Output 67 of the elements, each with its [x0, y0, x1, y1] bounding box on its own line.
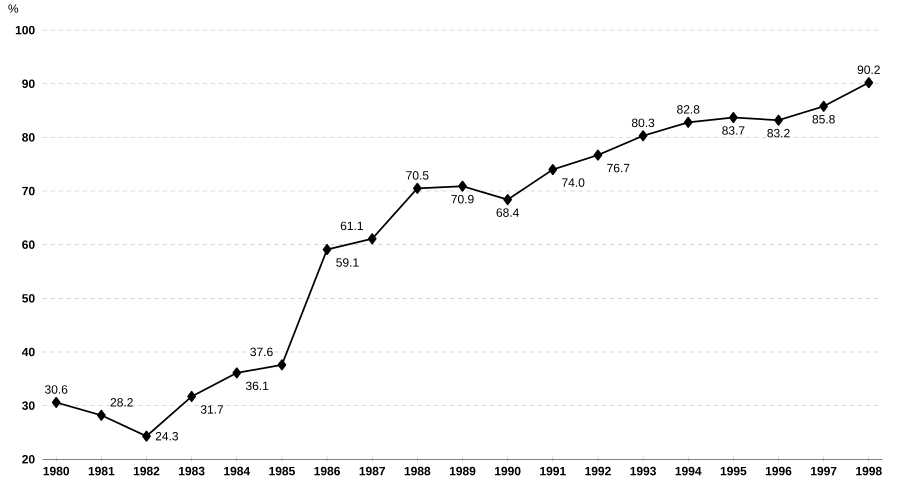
x-tick-label: 1981 — [88, 466, 114, 476]
x-tick-label: 1984 — [224, 466, 250, 476]
point — [52, 396, 61, 408]
data-label: 68.4 — [496, 208, 519, 217]
x-tick-label: 1996 — [766, 466, 792, 476]
point — [684, 116, 693, 128]
point — [322, 244, 332, 255]
point — [458, 180, 467, 192]
x-tick-label: 1994 — [676, 466, 702, 476]
data-label: 90.2 — [858, 65, 880, 74]
y-tick-label: 100 — [16, 26, 35, 34]
data-label: 24.3 — [156, 432, 178, 440]
data-label: 30.6 — [44, 385, 68, 394]
point — [774, 114, 783, 126]
x-tick-label: 1983 — [179, 466, 205, 476]
y-tick-label: 20 — [22, 454, 35, 464]
y-tick-label: 60 — [22, 240, 35, 249]
point — [819, 100, 828, 112]
x-tick-label: 1995 — [720, 466, 746, 476]
x-tick-label: 1985 — [269, 466, 295, 476]
data-label: 76.7 — [607, 164, 630, 172]
data-label: 83.2 — [767, 128, 790, 138]
y-tick-label: 90 — [22, 79, 35, 88]
point — [278, 359, 286, 370]
x-tick-label: 1992 — [585, 466, 611, 476]
point — [368, 233, 377, 244]
data-label: 61.1 — [340, 221, 363, 230]
x-tick-label: 1980 — [44, 466, 70, 476]
x-tick-label: 1982 — [134, 466, 160, 476]
data-label: 83.7 — [722, 126, 744, 135]
data-label: 31.7 — [200, 405, 224, 414]
y-axis-title: % — [8, 4, 18, 13]
point — [594, 149, 602, 160]
point — [864, 77, 874, 88]
point — [412, 182, 422, 194]
data-label: 74.0 — [562, 178, 584, 187]
data-label: 70.5 — [406, 171, 429, 180]
x-tick-label: 1987 — [360, 466, 386, 476]
data-label: 70.9 — [451, 194, 474, 204]
x-tick-label: 1993 — [630, 466, 656, 476]
point — [548, 164, 558, 175]
data-label: 82.8 — [677, 105, 700, 114]
data-label: 36.1 — [246, 381, 268, 390]
x-tick-label: 1997 — [811, 466, 836, 476]
x-tick-label: 1998 — [856, 466, 882, 476]
point — [729, 112, 738, 123]
point — [96, 410, 106, 421]
y-tick-label: 70 — [22, 186, 35, 196]
x-tick-label: 1990 — [495, 466, 520, 476]
x-tick-label: 1988 — [404, 466, 430, 476]
point — [638, 130, 648, 142]
y-tick-label: 30 — [22, 401, 35, 410]
y-tick-label: 50 — [22, 294, 35, 302]
point — [503, 194, 512, 206]
x-tick-label: 1991 — [540, 466, 566, 476]
y-tick-label: 80 — [22, 133, 35, 142]
point — [232, 367, 242, 378]
data-label: 80.3 — [632, 118, 654, 127]
data-label: 85.8 — [812, 114, 835, 124]
point — [187, 390, 196, 402]
data-label: 28.2 — [110, 398, 133, 406]
x-tick-label: 1986 — [314, 466, 340, 476]
point — [142, 430, 151, 442]
data-label: 59.1 — [336, 258, 359, 267]
data-label: 37.6 — [250, 348, 273, 356]
y-tick-label: 40 — [22, 348, 35, 356]
x-tick-label: 1989 — [450, 466, 476, 476]
